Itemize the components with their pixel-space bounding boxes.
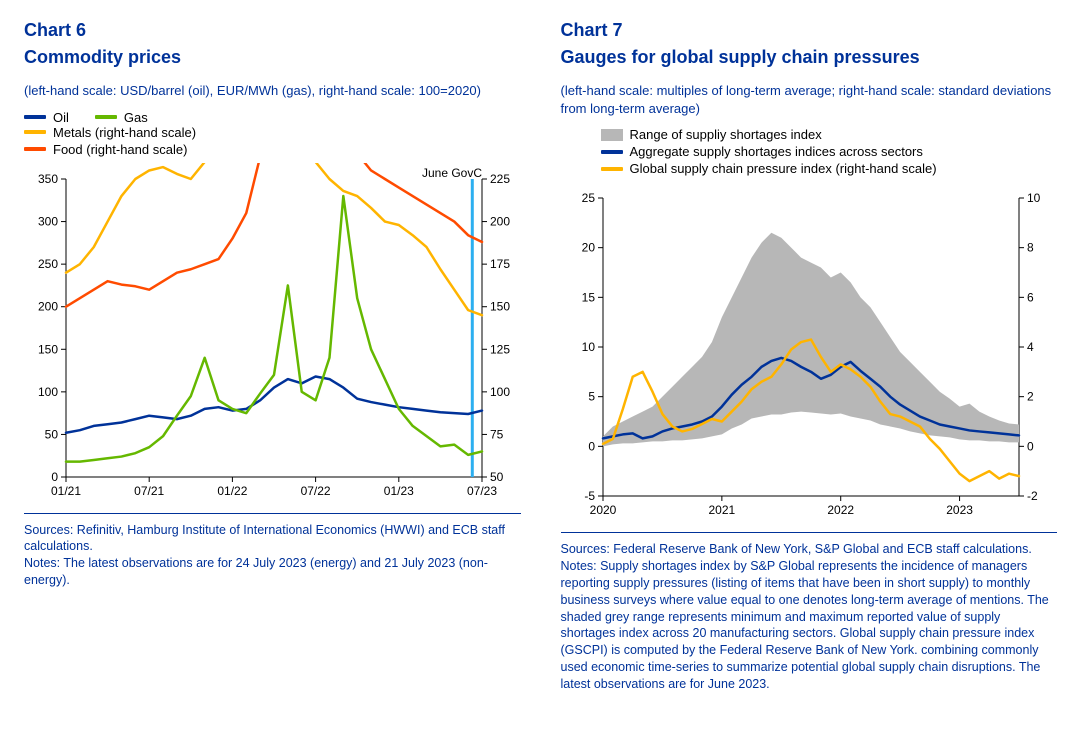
svg-text:2021: 2021 bbox=[708, 503, 735, 517]
svg-text:0: 0 bbox=[1027, 439, 1034, 453]
chart7-panel: Chart 7 Gauges for global supply chain p… bbox=[561, 20, 1058, 693]
svg-text:100: 100 bbox=[38, 384, 58, 398]
svg-text:4: 4 bbox=[1027, 340, 1034, 354]
chart6-subtitle: (left-hand scale: USD/barrel (oil), EUR/… bbox=[24, 82, 521, 100]
svg-text:75: 75 bbox=[490, 427, 504, 441]
svg-text:2023: 2023 bbox=[946, 503, 973, 517]
legend-label: Gas bbox=[124, 110, 148, 125]
svg-text:2020: 2020 bbox=[589, 503, 616, 517]
chart6-panel: Chart 6 Commodity prices (left-hand scal… bbox=[24, 20, 521, 693]
legend-item: Aggregate supply shortages indices acros… bbox=[601, 144, 1058, 159]
svg-text:200: 200 bbox=[490, 214, 510, 228]
svg-text:07/22: 07/22 bbox=[301, 484, 331, 498]
svg-text:0: 0 bbox=[588, 439, 595, 453]
svg-text:01/22: 01/22 bbox=[217, 484, 247, 498]
svg-text:6: 6 bbox=[1027, 290, 1034, 304]
svg-text:225: 225 bbox=[490, 172, 510, 186]
chart6-number: Chart 6 bbox=[24, 20, 521, 41]
legend-item: Metals (right-hand scale) bbox=[24, 125, 196, 140]
legend-label: Food (right-hand scale) bbox=[53, 142, 187, 157]
legend-label: Oil bbox=[53, 110, 69, 125]
chart7-notes: Sources: Federal Reserve Bank of New Yor… bbox=[561, 541, 1058, 693]
svg-text:-2: -2 bbox=[1027, 489, 1038, 503]
svg-text:125: 125 bbox=[490, 342, 510, 356]
svg-text:07/23: 07/23 bbox=[467, 484, 497, 498]
svg-text:300: 300 bbox=[38, 214, 58, 228]
chart6-notes: Sources: Refinitiv, Hamburg Institute of… bbox=[24, 522, 521, 590]
chart7-subtitle: (left-hand scale: multiples of long-term… bbox=[561, 82, 1058, 117]
svg-text:350: 350 bbox=[38, 172, 58, 186]
svg-text:50: 50 bbox=[490, 470, 504, 484]
svg-text:25: 25 bbox=[581, 191, 595, 205]
svg-text:10: 10 bbox=[581, 340, 595, 354]
svg-text:8: 8 bbox=[1027, 241, 1034, 255]
legend-item: Range of suppliy shortages index bbox=[601, 127, 1058, 142]
svg-text:5: 5 bbox=[588, 390, 595, 404]
chart6-title: Commodity prices bbox=[24, 47, 521, 68]
charts-row: Chart 6 Commodity prices (left-hand scal… bbox=[24, 20, 1057, 693]
legend-label: Metals (right-hand scale) bbox=[53, 125, 196, 140]
svg-text:01/23: 01/23 bbox=[384, 484, 414, 498]
svg-text:175: 175 bbox=[490, 257, 510, 271]
chart7-legend: Range of suppliy shortages index Aggregat… bbox=[561, 127, 1058, 176]
svg-text:10: 10 bbox=[1027, 191, 1041, 205]
svg-text:20: 20 bbox=[581, 241, 595, 255]
svg-text:01/21: 01/21 bbox=[51, 484, 81, 498]
svg-text:15: 15 bbox=[581, 290, 595, 304]
svg-text:250: 250 bbox=[38, 257, 58, 271]
legend-label: Range of suppliy shortages index bbox=[630, 127, 822, 142]
svg-text:150: 150 bbox=[490, 299, 510, 313]
legend-item: Oil bbox=[24, 110, 69, 125]
svg-text:150: 150 bbox=[38, 342, 58, 356]
svg-text:200: 200 bbox=[38, 299, 58, 313]
chart6-plot: 0 50 100 150 200 250 300 350 50 75 100 125 150 175 200… bbox=[24, 163, 521, 503]
chart7-plot: -5 0 5 10 15 20 25 -2 0 2 4 6 8 10 2020 2021 2022 2023 bbox=[561, 182, 1058, 522]
legend-label: Aggregate supply shortages indices acros… bbox=[630, 144, 923, 159]
svg-text:100: 100 bbox=[490, 384, 510, 398]
chart7-separator bbox=[561, 532, 1058, 533]
legend-label: Global supply chain pressure index (righ… bbox=[630, 161, 937, 176]
svg-text:2: 2 bbox=[1027, 390, 1034, 404]
chart7-number: Chart 7 bbox=[561, 20, 1058, 41]
svg-text:June GovC: June GovC bbox=[422, 166, 482, 180]
svg-text:-5: -5 bbox=[584, 489, 595, 503]
svg-text:50: 50 bbox=[45, 427, 59, 441]
svg-text:2022: 2022 bbox=[827, 503, 854, 517]
chart6-separator bbox=[24, 513, 521, 514]
svg-text:07/21: 07/21 bbox=[134, 484, 164, 498]
svg-text:0: 0 bbox=[51, 470, 58, 484]
chart7-title: Gauges for global supply chain pressures bbox=[561, 47, 1058, 68]
legend-item: Global supply chain pressure index (righ… bbox=[601, 161, 1058, 176]
legend-item: Food (right-hand scale) bbox=[24, 142, 196, 157]
chart6-legend: Oil Gas Metals (right-hand scale) Food (ri… bbox=[24, 110, 521, 157]
legend-item: Gas bbox=[95, 110, 148, 125]
